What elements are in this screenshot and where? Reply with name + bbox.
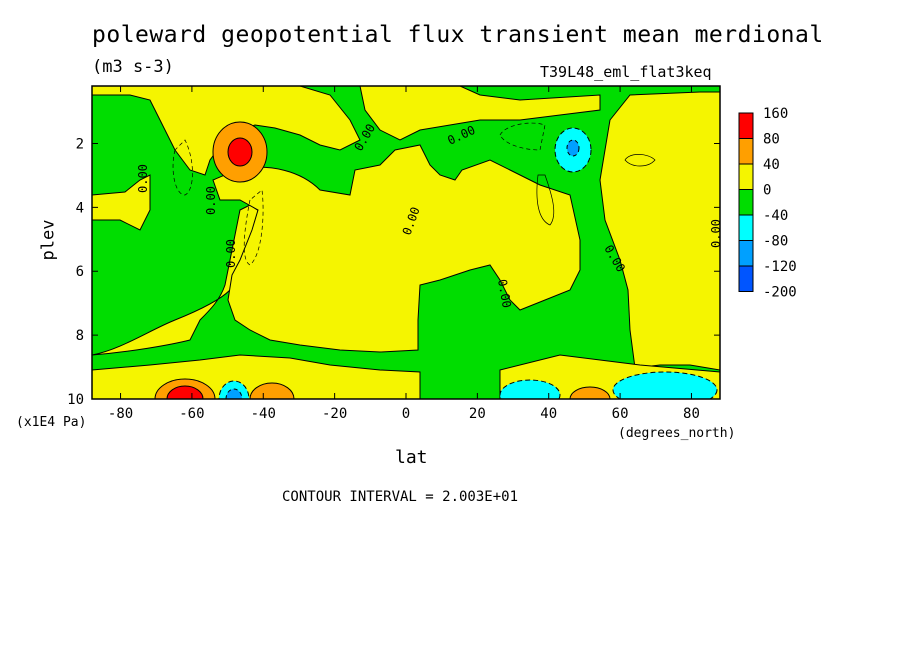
- y-tick-label: 2: [76, 136, 84, 152]
- min-blue-lower-left: [225, 388, 243, 399]
- contour-label: 0.00: [709, 219, 723, 248]
- colorbar-swatch: [738, 265, 754, 292]
- colorbar-swatch: [738, 163, 754, 190]
- colorbar-label: -40: [763, 208, 788, 224]
- x-axis-units: (degrees_north): [618, 426, 736, 441]
- colorbar-label: 80: [763, 132, 780, 148]
- chart-title: poleward geopotential flux transient mea…: [92, 22, 824, 48]
- x-tick-label: 60: [612, 406, 629, 422]
- region-positive-top-mid: [359, 86, 601, 141]
- colorbar-swatch: [738, 112, 754, 139]
- contour-line-dashed: [172, 139, 193, 196]
- max-orange-lower-mid: [249, 382, 295, 399]
- contour-line-dashed: [499, 122, 546, 151]
- max-red-upper: [227, 137, 253, 167]
- contour-label: 0.00: [495, 278, 514, 309]
- y-tick-label: 8: [76, 328, 84, 344]
- min-blue-upper: [566, 139, 580, 157]
- x-tick-label: -60: [179, 406, 204, 422]
- colorbar-label: 40: [763, 157, 780, 173]
- contour-line-solid: [624, 154, 656, 167]
- colorbar-swatch: [738, 240, 754, 267]
- colorbar-swatch: [738, 214, 754, 241]
- contour-label: 0.00: [136, 164, 150, 193]
- x-tick-label: 20: [469, 406, 486, 422]
- contour-label: 0.00: [204, 186, 218, 215]
- x-tick-label: 40: [540, 406, 557, 422]
- colorbar-swatch: [738, 189, 754, 216]
- min-cyan-lower-right: [612, 371, 718, 399]
- min-cyan-lower-mid: [499, 379, 561, 399]
- chart-units: (m3 s-3): [92, 57, 174, 77]
- max-orange-lower-right: [569, 386, 611, 399]
- x-axis: -80 -60 -40 -20 0 20 40 60 80: [108, 86, 700, 422]
- x-axis-label: lat: [395, 447, 428, 468]
- y-tick-label: 10: [67, 392, 84, 408]
- contour-line-solid: [536, 174, 555, 226]
- y-axis-units: (x1E4 Pa): [16, 415, 87, 430]
- contour-interval-note: CONTOUR INTERVAL = 2.003E+01: [282, 489, 519, 505]
- x-tick-label: -40: [251, 406, 276, 422]
- colorbar-swatch: [738, 138, 754, 165]
- colorbar-label: 0: [763, 183, 771, 199]
- colorbar-label: -80: [763, 234, 788, 250]
- colorbar-label: 160: [763, 106, 788, 122]
- x-tick-label: 80: [683, 406, 700, 422]
- x-tick-label: 0: [402, 406, 410, 422]
- max-red-lower-left: [166, 385, 204, 399]
- region-positive-left-strip: [92, 174, 151, 231]
- x-tick-label: -20: [322, 406, 347, 422]
- colorbar: 160 80 40 0 -40 -80 -120 -200: [738, 106, 797, 301]
- colorbar-label: -120: [763, 259, 797, 275]
- contour-line-dashed: [243, 189, 264, 266]
- y-tick-label: 6: [76, 264, 84, 280]
- contour-fill-layer: [92, 86, 720, 399]
- dataset-name: T39L48_eml_flat3keq: [540, 63, 712, 81]
- x-tick-label: -80: [108, 406, 133, 422]
- colorbar-label: -200: [763, 285, 797, 301]
- contour-label: 0.00: [224, 239, 238, 268]
- y-axis: 2 4 6 8 10: [67, 136, 720, 408]
- y-tick-label: 4: [76, 200, 84, 216]
